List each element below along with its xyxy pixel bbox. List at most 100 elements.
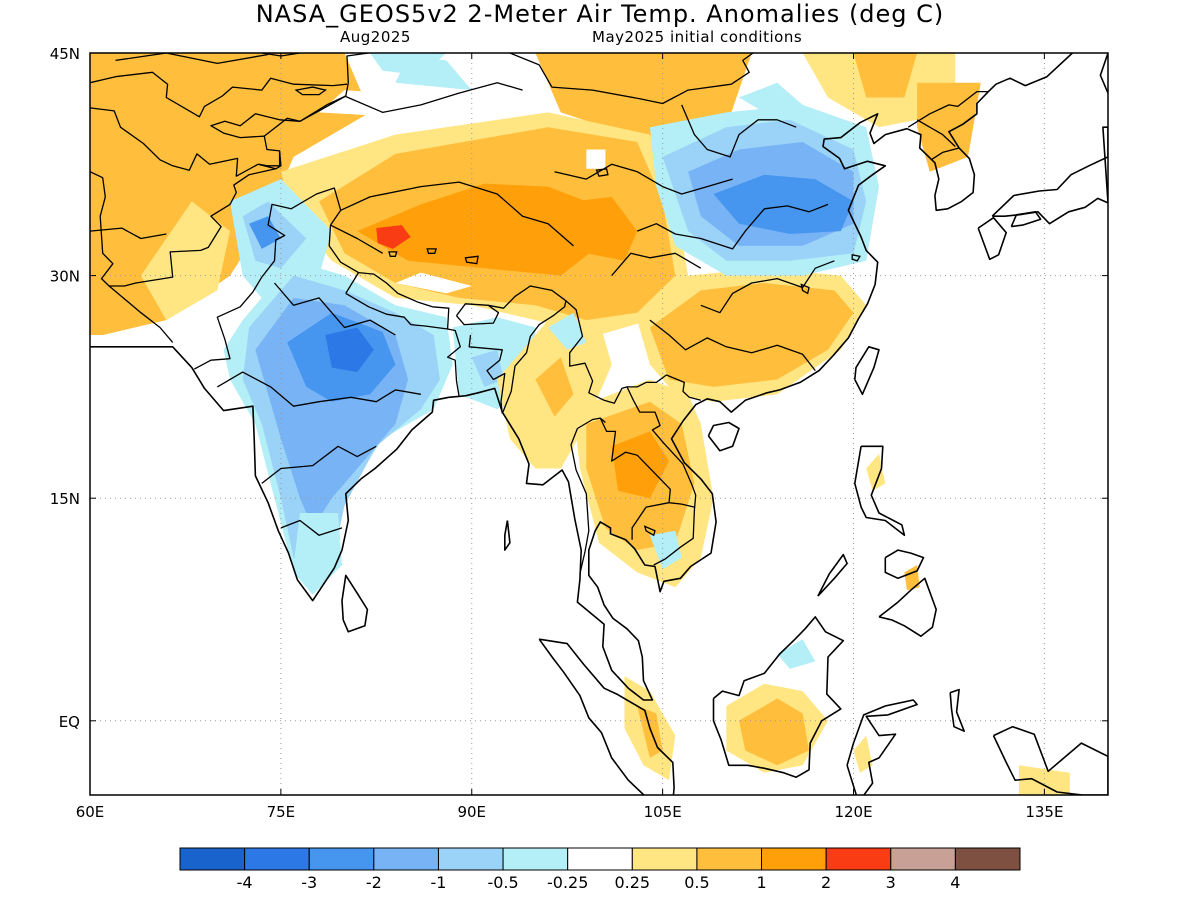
- border-china-inner-provinces-4: [611, 252, 702, 277]
- lat-tick-label: EQ: [59, 713, 80, 731]
- coastline-sumatra: [538, 638, 675, 795]
- border-china-inner-provinces-6: [681, 104, 797, 158]
- coastline-andaman: [503, 520, 511, 551]
- coastline-mindanao: [878, 577, 938, 638]
- colorbar-label: 1: [756, 873, 766, 892]
- coastline-palawan: [817, 553, 848, 597]
- anomaly-fill-layer: [90, 53, 1070, 795]
- border-india-burma-china: [488, 285, 567, 414]
- border-turkmen-uzbek: [90, 107, 276, 177]
- anomaly-region-kazakh-cool: [370, 53, 447, 76]
- colorbar: -4 -3 -2 -1 -0.5 -0.25 0.25 0.5 1 2 3 4: [179, 847, 1021, 892]
- coastline-borneo: [712, 616, 845, 779]
- border-kazakh-inner: [115, 53, 269, 65]
- border-china-korea: [907, 90, 989, 128]
- lat-tick-label: 30N: [50, 268, 80, 286]
- anomaly-region-philippines-pale: [866, 453, 886, 491]
- coastline-sakhalin-south: [1099, 53, 1108, 94]
- anomaly-region-tibet-orange-east: [573, 196, 638, 261]
- lon-tick-label: 90E: [457, 803, 486, 821]
- colorbar-swatch: [502, 847, 569, 871]
- colorbar-label: -0.25: [547, 873, 588, 892]
- anomaly-region-tarim-pale: [319, 90, 498, 120]
- coastline-hainan: [707, 421, 740, 452]
- lake-tibet-lake-3: [388, 251, 398, 257]
- colorbar-label: 4: [950, 873, 960, 892]
- lon-tick-label: 135E: [1025, 803, 1063, 821]
- border-tajik-china-afghan: [259, 150, 281, 167]
- lake-balkhash-part: [261, 53, 301, 57]
- lat-tick-label: 15N: [50, 490, 80, 508]
- border-laos-cambodia: [668, 502, 695, 508]
- coastline-japan-kyushu: [977, 216, 1008, 261]
- anomaly-region-korea-warm: [917, 82, 981, 172]
- border-pakistan-india: [193, 187, 359, 370]
- border-china-inner-provinces-2: [700, 260, 835, 314]
- anomaly-region-tibet-pale-spot: [586, 149, 606, 169]
- border-china-mongolia: [436, 53, 758, 105]
- coastline-luzon: [853, 445, 906, 537]
- coastline-layer: [90, 53, 1108, 844]
- forecast-month-label: Aug2025: [340, 28, 411, 46]
- coastline-japan-shikoku: [1010, 211, 1042, 228]
- border-india-states-4: [280, 519, 343, 536]
- anomaly-region-borneo-warm: [739, 698, 809, 766]
- border-bhutan-assam: [455, 303, 500, 326]
- anomaly-region-cambodia-cool: [649, 530, 682, 570]
- colorbar-swatch: [761, 847, 827, 871]
- lake-poyang-lake: [800, 283, 810, 295]
- colorbar-swatch: [631, 847, 698, 871]
- lon-tick-label: 120E: [834, 803, 872, 821]
- anomaly-region-borneo-north-cool: [777, 639, 816, 669]
- anomaly-region-new-guinea-pale: [1018, 765, 1070, 795]
- map-frame: [89, 52, 1109, 796]
- colorbar-swatch: [308, 847, 375, 871]
- colorbar-swatch: [179, 847, 246, 871]
- coastline-halmahera: [949, 688, 966, 733]
- border-china-inner-provinces-3: [649, 319, 816, 371]
- border-burma-thailand: [570, 417, 606, 575]
- colorbar-label: -4: [237, 873, 253, 892]
- anomaly-region-tibet-hot-spot: [376, 225, 411, 249]
- lake-qinghai-lake: [595, 168, 609, 177]
- colorbar-swatch: [437, 847, 504, 871]
- lake-issyk-kul: [294, 86, 327, 96]
- lake-tibet-lake-2: [426, 248, 437, 254]
- coastline-visayas: [884, 549, 925, 580]
- anomaly-region-hebei-cool: [739, 82, 803, 113]
- lon-tick-label: 75E: [267, 803, 296, 821]
- lake-tibet-lake-1: [464, 255, 479, 265]
- axis-ticks: 60E 75E 90E 105E 120E 135E 45N 30N 15N EQ: [50, 45, 1108, 821]
- border-pakistan-afghan-inner: [108, 285, 174, 343]
- anomaly-region-indochina-orange: [611, 431, 669, 499]
- colorbar-label: 0.5: [684, 873, 709, 892]
- border-kyrgyz-china: [263, 95, 347, 137]
- colorbar-label: -1: [430, 873, 446, 892]
- border-china-burma-laos: [565, 300, 701, 404]
- border-tibet-inner: [340, 181, 574, 247]
- graticule: [90, 53, 1108, 795]
- anomaly-region-himalaya-white: [395, 272, 472, 294]
- border-india-states-3: [261, 445, 377, 484]
- coastline-java: [665, 810, 782, 844]
- lat-tick-label: 45N: [50, 45, 80, 63]
- border-laos-vietnam: [626, 386, 697, 566]
- colorbar-label: 3: [886, 873, 896, 892]
- border-tibet-inner-2: [330, 224, 384, 254]
- border-uzbek-kazakh: [90, 71, 348, 118]
- lake-taihu-lake: [851, 254, 861, 262]
- anomaly-region-burma-warm-patches: [535, 357, 574, 417]
- border-india-states-2: [216, 371, 422, 407]
- border-xinjiang-inner: [344, 82, 523, 114]
- initial-conditions-label: May2025 initial conditions: [592, 28, 803, 46]
- anomaly-region-sulawesi-pale: [853, 735, 873, 773]
- colorbar-label: -0.5: [487, 873, 518, 892]
- anomaly-region-east-china-dark-blue: [713, 174, 854, 234]
- anomaly-region-tibet-orange: [357, 183, 599, 276]
- anomaly-region-south-china-warm: [649, 283, 854, 387]
- border-china-inner-provinces-1: [636, 203, 829, 250]
- border-himalaya-nepal: [345, 271, 450, 330]
- colorbar-swatch: [373, 847, 439, 871]
- colorbar-swatch: [244, 847, 310, 871]
